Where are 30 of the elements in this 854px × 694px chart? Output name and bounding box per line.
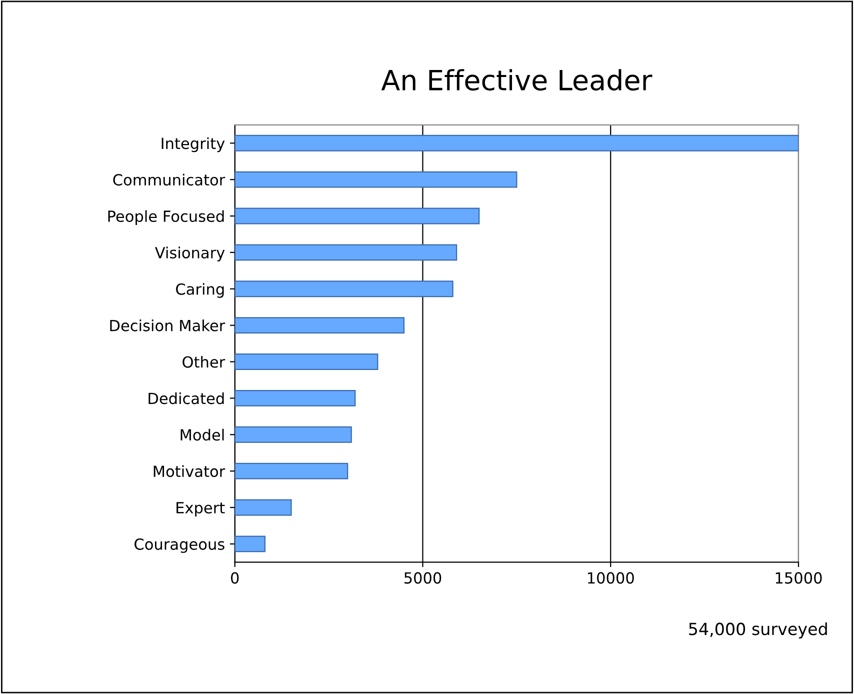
- chart-title: An Effective Leader: [381, 69, 652, 91]
- y-tick-label: People Focused: [108, 210, 224, 225]
- bar: [234, 134, 798, 152]
- bar: [234, 499, 292, 516]
- bar: [234, 317, 404, 334]
- bar: [234, 354, 378, 370]
- text: 54,000 surveyed: [689, 622, 827, 638]
- x-tick-label: 10000: [588, 572, 634, 584]
- bar: [234, 244, 458, 261]
- y-tick-label: Courageous: [134, 538, 224, 553]
- y-tick-label: Other: [182, 356, 226, 368]
- y-tick-label: Caring: [176, 283, 224, 298]
- bar: [234, 171, 518, 188]
- x-tick-label: 15000: [776, 572, 822, 584]
- bar: [234, 208, 480, 224]
- bar: [234, 462, 348, 480]
- y-tick-label: Motivator: [154, 465, 226, 478]
- y-tick-label: Decision Maker: [110, 320, 226, 332]
- y-tick-label: Communicator: [113, 174, 226, 186]
- y-tick-label: Expert: [176, 502, 225, 516]
- y-tick-label: Integrity: [162, 137, 225, 152]
- y-tick-label: Model: [180, 428, 224, 441]
- bar: [234, 280, 454, 298]
- bar: [234, 390, 356, 406]
- x-tick-label: 5000: [404, 572, 442, 584]
- y-tick-label: Visionary: [154, 246, 225, 262]
- bar: [234, 536, 266, 552]
- y-tick-label: Dedicated: [148, 392, 224, 404]
- x-tick-label: 0: [230, 572, 239, 584]
- bar: [234, 426, 352, 443]
